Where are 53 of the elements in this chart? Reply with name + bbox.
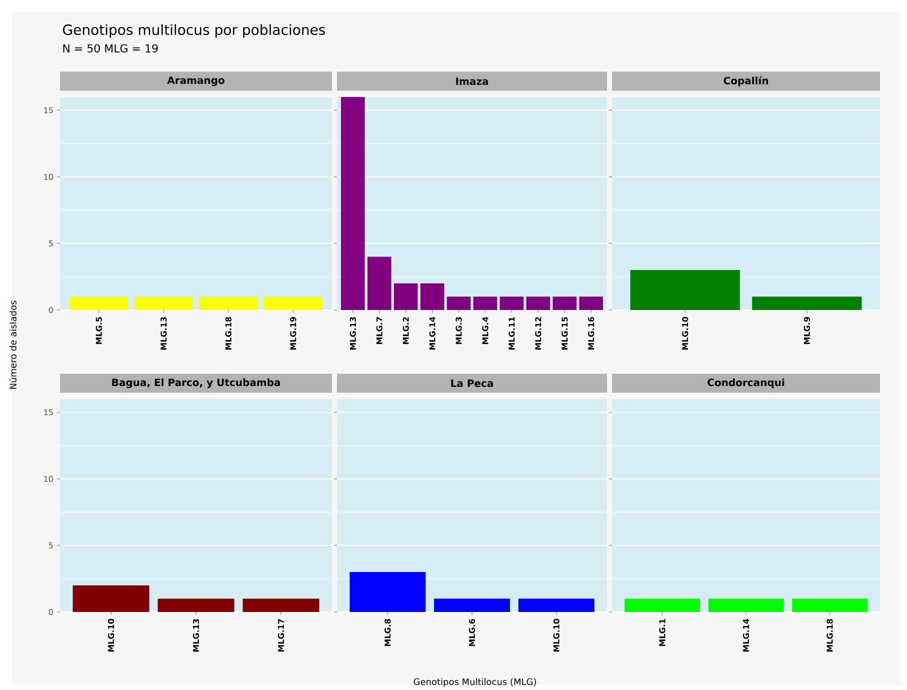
y-tick-label: 0 — [48, 306, 53, 313]
y-tick-label: 15 — [44, 409, 53, 416]
chart-title: Condorcanqui — [708, 378, 784, 388]
x-tick-label: MLG.13 — [160, 317, 167, 350]
y-tick-label: 0 — [48, 608, 53, 615]
x-tick-label: MLG.8 — [384, 618, 391, 646]
x-tick-label: MLG.4 — [482, 316, 488, 344]
x-tick-label: MLG.17 — [278, 619, 284, 652]
x-tick-label: MLG.1 — [659, 618, 666, 646]
x-tick-label: MLG.16 — [588, 316, 594, 350]
x-tick-label: MLG.10 — [553, 618, 560, 652]
bar — [420, 283, 444, 310]
bar — [500, 296, 524, 310]
chart-title: Aramango — [167, 76, 224, 86]
chart-title: La Peca — [451, 379, 493, 387]
chart-title: Bagua, El Parco, y Utcubamba — [112, 378, 280, 388]
x-axis-title: Genotipos Multilocus (MLG) — [414, 678, 536, 687]
x-tick-label: MLG.2 — [402, 317, 409, 344]
bar — [367, 256, 392, 310]
chart-title: Imaza — [456, 77, 488, 85]
x-tick-label: MLG.14 — [429, 316, 436, 350]
y-axis-title: Número de aislados — [9, 300, 16, 389]
bar — [394, 283, 418, 310]
x-tick-label: MLG.15 — [562, 317, 568, 350]
y-tick-label: 5 — [48, 240, 53, 246]
y-tick-label: 10 — [44, 476, 53, 482]
x-tick-label: MLG.3 — [456, 317, 462, 344]
x-tick-label: MLG.18 — [225, 316, 232, 350]
chart-title: Copallín — [724, 76, 768, 86]
x-tick-label: MLG.10 — [108, 618, 114, 652]
bar — [473, 296, 498, 310]
x-tick-label: MLG.14 — [742, 618, 750, 652]
x-tick-label: MLG.7 — [376, 317, 382, 344]
text: Genotipos multilocus por poblaciones — [62, 24, 325, 38]
x-tick-label: MLG.6 — [468, 618, 476, 646]
x-tick-label: MLG.10 — [682, 316, 688, 350]
bar — [526, 296, 550, 310]
x-tick-label: MLG.13 — [192, 619, 200, 652]
y-tick-label: 5 — [48, 542, 53, 548]
y-tick-label: 10 — [44, 174, 53, 180]
bar — [340, 96, 365, 310]
x-tick-label: MLG.11 — [508, 316, 515, 350]
y-tick-label: 15 — [44, 107, 53, 114]
x-tick-label: MLG.13 — [350, 317, 356, 350]
bar — [552, 296, 577, 310]
x-tick-label: MLG.9 — [804, 316, 810, 344]
bar — [446, 296, 471, 310]
bar — [579, 296, 604, 310]
x-tick-label: MLG.19 — [290, 316, 296, 350]
x-tick-label: MLG.18 — [826, 618, 833, 652]
x-tick-label: MLG.5 — [96, 317, 102, 344]
text: N = 50 MLG = 19 — [63, 44, 158, 52]
x-tick-label: MLG.12 — [535, 317, 542, 350]
